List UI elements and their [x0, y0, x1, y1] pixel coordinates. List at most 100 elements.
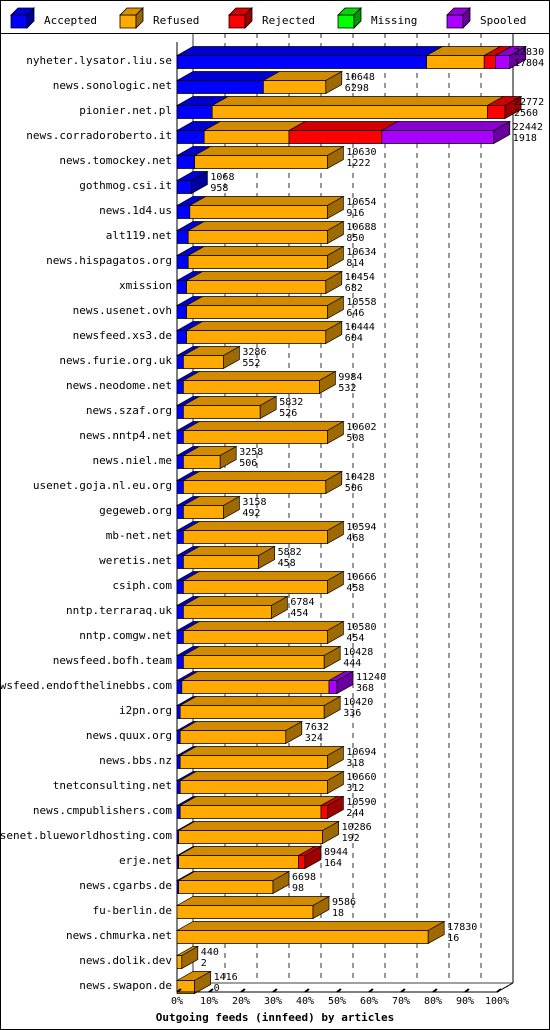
host-label: xmission [119, 279, 172, 292]
bar-segment-accepted [176, 730, 181, 744]
value-label-total: 11240 [356, 672, 386, 683]
bar-end-cap [322, 820, 339, 845]
bar-segment-refused [179, 705, 325, 719]
bar-end-cap [327, 420, 344, 445]
bar-segment-top [210, 96, 505, 106]
bar-segment-top [193, 146, 345, 156]
host-label: news.hispagatos.org [46, 254, 172, 267]
bar-end-cap [327, 770, 344, 795]
bar-end-cap [493, 120, 511, 145]
host-label: tnetconsulting.net [53, 779, 172, 792]
value-label-accepted: 532 [338, 383, 356, 394]
bar-segment-refused [183, 380, 320, 394]
value-label-accepted: 814 [346, 258, 364, 269]
value-label-total: 440 [201, 947, 219, 958]
value-label-accepted: 1222 [346, 158, 370, 169]
bar-segment-refused [181, 680, 330, 694]
bar-segment-refused [178, 880, 274, 894]
value-label-total: 3258 [239, 447, 263, 458]
value-label-total: 10580 [346, 622, 376, 633]
value-label-total: 10590 [346, 797, 376, 808]
host-label: news.1d4.us [99, 204, 172, 217]
x-tick-label: 30% [264, 996, 282, 1007]
host-label: newsfeed.xs3.de [73, 329, 172, 342]
bar-segment-refused [211, 105, 488, 119]
x-tick-label: 60% [360, 996, 378, 1007]
host-label: news.bbs.nz [99, 754, 172, 767]
x-tick-label: 90% [456, 996, 474, 1007]
legend-item-spooled: Spooled [446, 7, 526, 29]
bar-end-cap [325, 270, 343, 295]
bar-segment-top [185, 271, 344, 281]
host-label: weretis.net [99, 554, 172, 567]
bar-end-cap [258, 545, 275, 570]
bar-end-cap [327, 220, 344, 245]
x-tick [176, 988, 182, 993]
legend-swatch [119, 14, 137, 29]
bar-segment-refused [203, 130, 290, 144]
value-label-total: 22772 [514, 97, 544, 108]
host-label: news.szaf.org [86, 404, 172, 417]
bar-end-cap [325, 70, 343, 95]
bar-segment-top [185, 321, 344, 331]
bar-segment-top [182, 596, 289, 606]
value-label-total: 10660 [346, 772, 376, 783]
bar-segment-accepted [176, 555, 184, 569]
bar-segment-refused [183, 405, 261, 419]
bar-segment-accepted [176, 480, 184, 494]
bar-segment-top [380, 121, 512, 131]
value-label-accepted: 312 [346, 783, 364, 794]
bar-segment-top [186, 221, 345, 231]
bar-segment-rejected [288, 130, 383, 144]
host-label: news.nntp4.net [79, 429, 172, 442]
bar-end-cap [323, 645, 341, 670]
bar-segment-rejected [298, 855, 306, 869]
bar-end-cap [504, 95, 522, 120]
bar-segment-accepted [176, 380, 184, 394]
host-label: news.swapon.de [79, 979, 172, 992]
bar-segment-accepted [176, 305, 187, 319]
value-label-accepted: 444 [343, 658, 361, 669]
x-tick-label: 100% [485, 996, 509, 1007]
bar-segment-refused [183, 430, 328, 444]
value-label-total: 10602 [346, 422, 376, 433]
value-label-accepted: 682 [345, 283, 363, 294]
host-label: newsfeed.bofh.team [53, 654, 173, 667]
x-axis-title: Outgoing feeds (innfeed) by articles [156, 1011, 394, 1024]
bar-end-cap [312, 895, 330, 920]
bar-segment-top [182, 621, 345, 631]
host-label: news.chmurka.net [66, 929, 172, 942]
bar-segment-top [186, 246, 345, 256]
bar-segment-rejected [483, 55, 496, 69]
legend-item-missing: Missing [337, 7, 417, 29]
value-label-total: 9586 [332, 897, 356, 908]
legend-swatch [337, 14, 355, 29]
legend-label: Refused [153, 14, 199, 27]
bar-end-cap [327, 745, 344, 770]
bar-segment-refused [183, 455, 221, 469]
legend-swatch-side [244, 7, 253, 29]
bar-end-cap [327, 145, 344, 170]
host-label: news.usenet.ovh [73, 304, 172, 317]
bar-segment-accepted [176, 55, 427, 69]
bar-segment-top [188, 196, 345, 206]
legend-swatch-side [135, 7, 144, 29]
bar-segment-refused [179, 755, 328, 769]
host-label: nntp.terraraq.uk [66, 604, 172, 617]
value-label-total: 10444 [345, 322, 375, 333]
bar-end-cap [327, 520, 344, 545]
value-label-accepted: 244 [346, 808, 364, 819]
host-label: fu-berlin.de [93, 904, 172, 917]
value-label-accepted: 368 [356, 683, 374, 694]
